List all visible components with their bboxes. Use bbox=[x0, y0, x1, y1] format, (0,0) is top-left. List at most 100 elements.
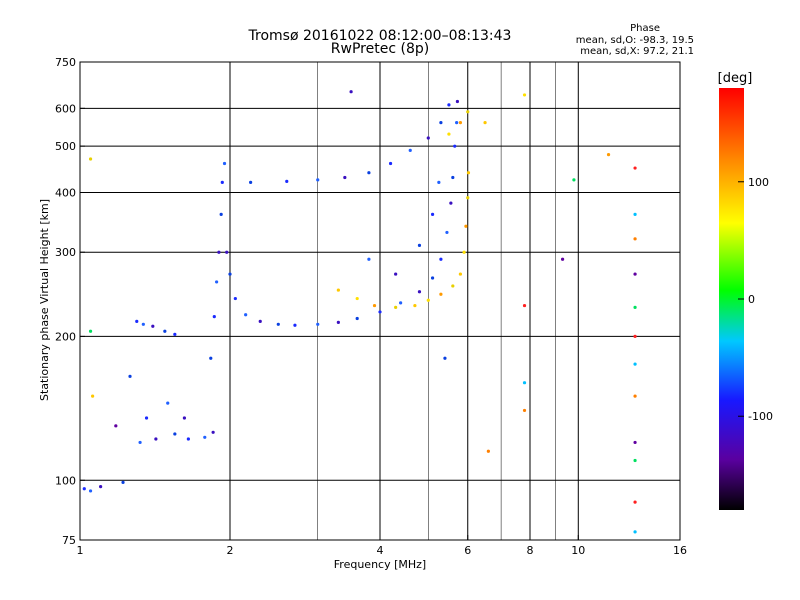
echo-points bbox=[82, 90, 637, 534]
echo-point bbox=[138, 440, 142, 445]
y-axis-ticks: 75 100 200 300 400 500 600 750 bbox=[55, 56, 85, 547]
echo-point bbox=[633, 530, 637, 534]
x-tick-label: 1 bbox=[77, 544, 84, 557]
y-tick-label: 200 bbox=[55, 330, 76, 343]
echo-point bbox=[633, 334, 637, 338]
echo-point bbox=[114, 424, 118, 428]
echo-point bbox=[430, 276, 435, 280]
echo-point bbox=[408, 148, 412, 152]
echo-point bbox=[285, 179, 289, 183]
echo-point bbox=[378, 310, 382, 314]
echo-point bbox=[217, 250, 221, 254]
echo-point bbox=[464, 224, 468, 228]
grid-lines bbox=[80, 62, 680, 540]
echo-point bbox=[633, 362, 637, 366]
colorbar-tick-label: 100 bbox=[748, 176, 769, 189]
echo-point bbox=[522, 408, 527, 413]
y-tick-label: 600 bbox=[55, 102, 76, 115]
echo-point bbox=[455, 121, 459, 125]
x-axis-ticks: 1 2 4 6 8 10 16 bbox=[77, 535, 687, 557]
echo-point bbox=[439, 121, 443, 125]
echo-point bbox=[367, 257, 371, 261]
echo-point bbox=[606, 153, 611, 157]
echo-point bbox=[462, 250, 466, 254]
echo-point bbox=[445, 230, 449, 235]
echo-point bbox=[633, 394, 637, 398]
echo-point bbox=[355, 316, 359, 321]
echo-point bbox=[203, 435, 207, 439]
echo-point bbox=[633, 237, 637, 241]
echo-point bbox=[394, 305, 398, 309]
y-tick-label: 100 bbox=[55, 474, 76, 487]
echo-point bbox=[336, 288, 340, 292]
echo-point bbox=[417, 290, 422, 294]
echo-point bbox=[249, 180, 253, 184]
echo-point bbox=[447, 132, 451, 136]
x-axis-label: Frequency [MHz] bbox=[334, 558, 426, 571]
echo-point bbox=[466, 171, 471, 175]
echo-point bbox=[466, 110, 470, 114]
echo-point bbox=[144, 416, 149, 420]
phase-x-stats: mean, sd,X: 97.2, 21.1 bbox=[580, 46, 694, 57]
echo-point bbox=[413, 303, 417, 308]
x-tick-label: 2 bbox=[227, 544, 234, 557]
echo-point bbox=[633, 440, 637, 445]
echo-point bbox=[316, 178, 320, 182]
echo-point bbox=[458, 121, 463, 125]
echo-point bbox=[633, 272, 637, 276]
echo-point bbox=[451, 284, 455, 288]
echo-point bbox=[388, 161, 393, 166]
echo-point bbox=[244, 313, 248, 317]
echo-point bbox=[394, 272, 398, 276]
echo-point bbox=[633, 305, 637, 309]
echo-point bbox=[426, 298, 430, 302]
echo-point bbox=[128, 374, 132, 378]
echo-point bbox=[633, 458, 637, 463]
echo-point bbox=[426, 136, 430, 140]
echo-point bbox=[560, 257, 565, 261]
echo-point bbox=[633, 212, 637, 216]
echo-point bbox=[455, 99, 460, 104]
echo-point bbox=[633, 500, 637, 504]
y-tick-label: 500 bbox=[55, 140, 76, 153]
echo-point bbox=[417, 243, 422, 248]
echo-point bbox=[212, 315, 216, 319]
echo-point bbox=[522, 303, 527, 308]
echo-point bbox=[633, 166, 637, 170]
echo-point bbox=[91, 394, 95, 398]
x-tick-label: 4 bbox=[377, 544, 384, 557]
echo-point bbox=[154, 437, 158, 441]
echo-point bbox=[443, 356, 447, 360]
echo-point bbox=[483, 121, 487, 125]
echo-point bbox=[486, 449, 490, 453]
x-tick-label: 6 bbox=[464, 544, 471, 557]
echo-point bbox=[447, 103, 451, 107]
y-tick-label: 400 bbox=[55, 186, 76, 199]
colorbar-tick-label: 0 bbox=[748, 293, 755, 306]
echo-point bbox=[228, 272, 232, 276]
echo-point bbox=[458, 272, 463, 276]
colorbar-label: [deg] bbox=[718, 71, 753, 86]
echo-point bbox=[225, 250, 229, 254]
y-tick-label: 75 bbox=[62, 534, 76, 547]
x-tick-label: 10 bbox=[571, 544, 585, 557]
echo-point bbox=[293, 323, 297, 327]
echo-point bbox=[88, 157, 93, 161]
echo-point bbox=[349, 90, 353, 94]
echo-point bbox=[88, 329, 93, 333]
echo-point bbox=[343, 175, 347, 180]
echo-point bbox=[211, 430, 215, 434]
echo-point bbox=[372, 303, 377, 308]
echo-point bbox=[209, 356, 213, 360]
echo-point bbox=[215, 280, 219, 284]
echo-point bbox=[449, 201, 453, 205]
echo-point bbox=[166, 401, 170, 405]
x-tick-label: 8 bbox=[527, 544, 534, 557]
echo-point bbox=[453, 144, 457, 148]
echo-point bbox=[439, 292, 443, 296]
echo-point bbox=[82, 487, 86, 491]
y-tick-label: 750 bbox=[55, 56, 76, 69]
echo-point bbox=[430, 212, 435, 216]
echo-point bbox=[355, 296, 359, 301]
